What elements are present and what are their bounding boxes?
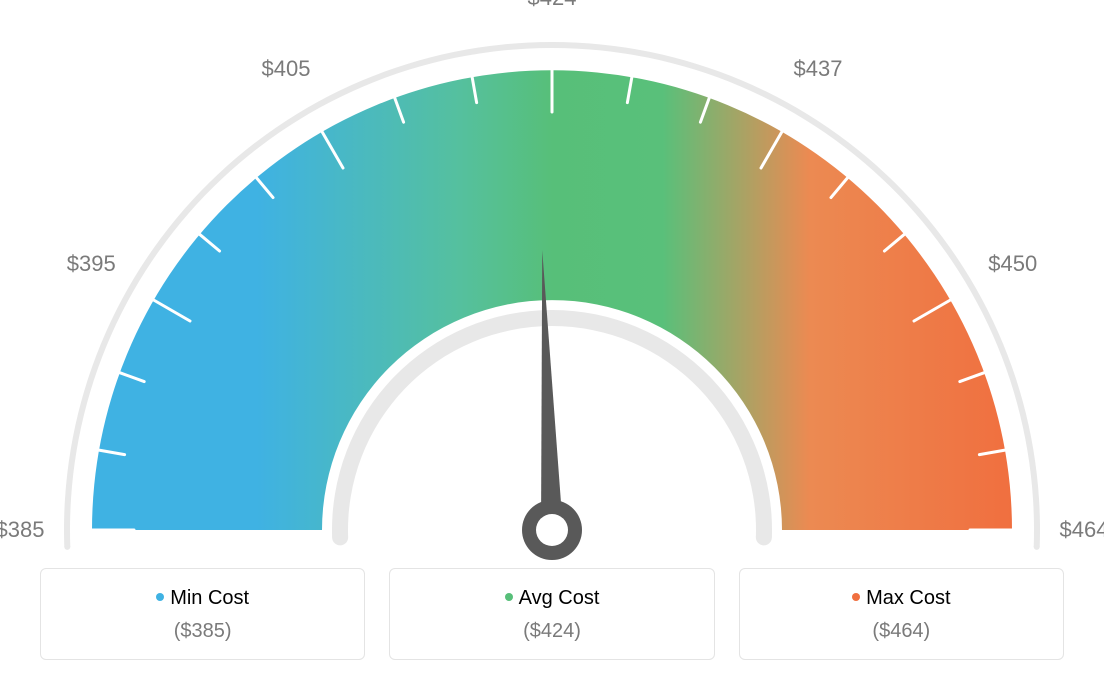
- legend-dot-min: [156, 593, 164, 601]
- gauge-tick-label: $405: [262, 56, 311, 82]
- legend-label-min: Min Cost: [170, 587, 249, 609]
- legend-title-avg: Avg Cost: [400, 587, 703, 610]
- gauge-tick-label: $395: [67, 251, 116, 277]
- legend-value-min: ($385): [51, 620, 354, 643]
- legend-label-max: Max Cost: [866, 587, 950, 609]
- legend-label-avg: Avg Cost: [519, 587, 600, 609]
- gauge-tick-label: $424: [528, 0, 577, 11]
- gauge-tick-label: $385: [0, 517, 44, 543]
- gauge-tick-label: $437: [794, 56, 843, 82]
- gauge-svg: [0, 0, 1104, 575]
- legend-card-max: Max Cost ($464): [739, 568, 1064, 660]
- legend-dot-max: [852, 593, 860, 601]
- legend-card-min: Min Cost ($385): [40, 568, 365, 660]
- legend-title-max: Max Cost: [750, 587, 1053, 610]
- gauge-chart: $385 $395 $405 $424 $437 $450 $464: [0, 0, 1104, 560]
- legend-value-max: ($464): [750, 620, 1053, 643]
- legend-title-min: Min Cost: [51, 587, 354, 610]
- legend-card-avg: Avg Cost ($424): [389, 568, 714, 660]
- cost-gauge-widget: $385 $395 $405 $424 $437 $450 $464 Min Cost ($…: [0, 0, 1104, 690]
- legend-row: Min Cost ($385) Avg Cost ($424) Max Cost…: [40, 568, 1064, 660]
- legend-value-avg: ($424): [400, 620, 703, 643]
- legend-dot-avg: [505, 593, 513, 601]
- gauge-tick-label: $464: [1060, 517, 1104, 543]
- gauge-tick-label: $450: [988, 251, 1037, 277]
